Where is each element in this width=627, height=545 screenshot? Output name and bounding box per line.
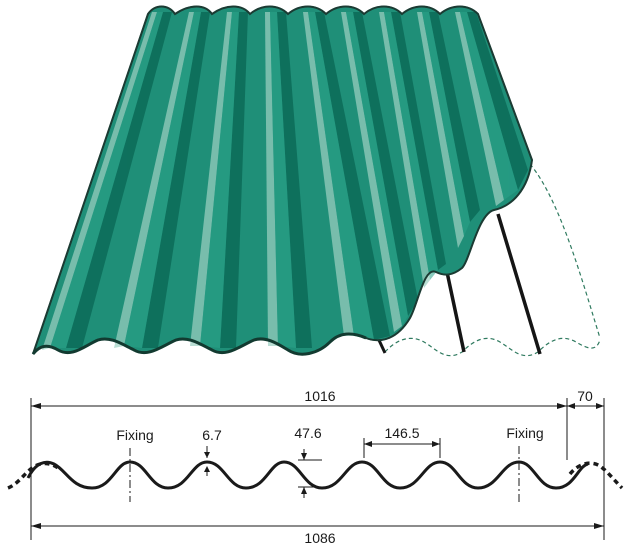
label-pitch: 146.5 (384, 425, 419, 441)
arrow-1086-right (594, 523, 604, 529)
arrow-70-left (567, 403, 575, 409)
arrow-pitch-left (364, 441, 372, 447)
support-rail-left (445, 271, 466, 353)
corrugation-dark-stripes (66, 12, 528, 348)
label-1016: 1016 (304, 388, 335, 404)
label-fixing-right: Fixing (506, 425, 543, 441)
corrugation-light-stripes (42, 12, 504, 350)
arrow-70-right (596, 403, 604, 409)
arrow-depth-top (301, 453, 307, 460)
arrow-1016-left (31, 403, 41, 409)
corrugation-mid-stripes (50, 12, 518, 348)
arrow-1016-right (557, 403, 567, 409)
profile-overlap-left (7, 461, 60, 490)
profile-wave (26, 460, 589, 490)
arrow-1086-left (31, 523, 41, 529)
corrugated-sheet-illustration (31, 5, 601, 357)
sheet-bottom-edge (31, 332, 367, 356)
overlap-sheet-bottom-dashed (384, 337, 601, 357)
label-70: 70 (577, 388, 593, 404)
support-rail-right (496, 213, 542, 355)
label-depth: 47.6 (294, 425, 321, 441)
overlap-sheet-outline (529, 163, 601, 339)
profile-section: 1016 70 1086 146.5 47.6 6.7 Fixing (7, 388, 624, 545)
arrow-thickness-bottom (204, 466, 210, 472)
label-fixing-left: Fixing (116, 427, 153, 443)
arrow-thickness-top (204, 452, 210, 458)
label-1086: 1086 (304, 530, 335, 545)
arrow-pitch-right (432, 441, 440, 447)
arrow-depth-bottom (301, 487, 307, 494)
label-thickness: 6.7 (202, 427, 222, 443)
profile-overlap-right (568, 461, 624, 490)
